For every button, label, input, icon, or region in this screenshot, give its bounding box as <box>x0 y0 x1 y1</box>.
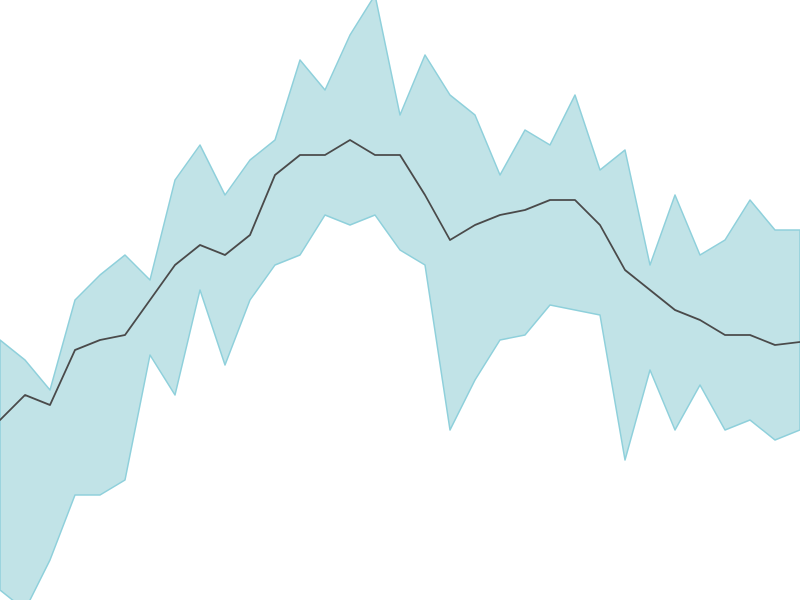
line-band-chart <box>0 0 800 600</box>
